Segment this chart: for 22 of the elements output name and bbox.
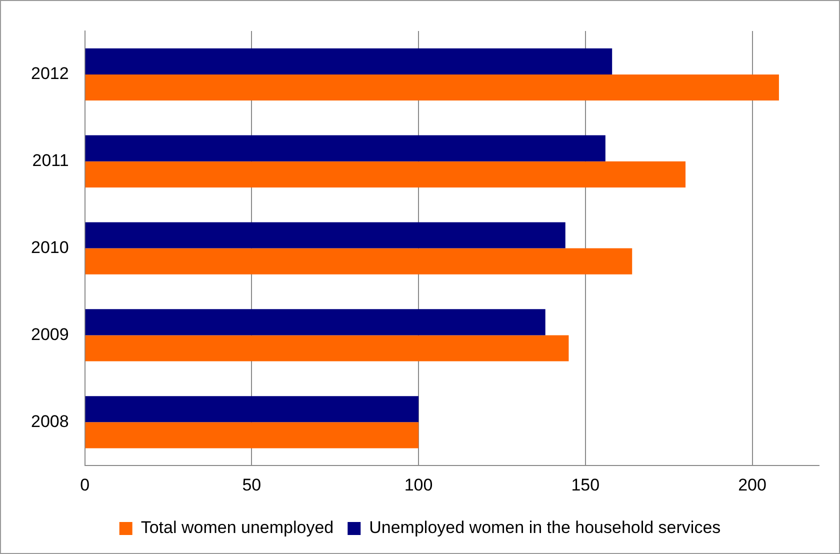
y-tick-label: 2008 bbox=[30, 412, 69, 431]
bar bbox=[85, 396, 419, 422]
legend-label: Unemployed women in the household services bbox=[369, 518, 721, 538]
x-tick-label: 100 bbox=[404, 475, 433, 494]
x-tick-label: 0 bbox=[80, 475, 90, 494]
bar bbox=[85, 422, 419, 448]
bar bbox=[85, 309, 546, 336]
bar bbox=[85, 222, 566, 248]
bar bbox=[85, 161, 686, 188]
x-tick-label: 50 bbox=[242, 475, 262, 494]
x-tick-label: 150 bbox=[571, 475, 600, 494]
bar bbox=[85, 135, 606, 162]
legend-label: Total women unemployed bbox=[140, 518, 334, 538]
y-tick-label: 2010 bbox=[30, 238, 69, 257]
y-tick-label: 2011 bbox=[32, 151, 69, 170]
bar bbox=[85, 74, 779, 101]
bar bbox=[85, 48, 612, 74]
y-tick-label: 2012 bbox=[30, 64, 69, 84]
x-tick-label: 200 bbox=[738, 475, 766, 494]
bar bbox=[85, 248, 632, 274]
bar bbox=[85, 335, 569, 362]
y-tick-label: 2009 bbox=[30, 324, 69, 344]
